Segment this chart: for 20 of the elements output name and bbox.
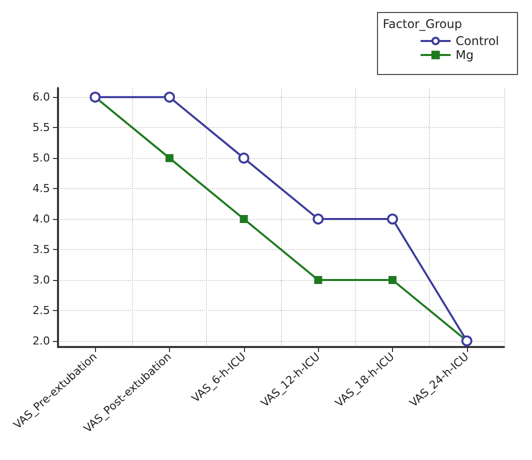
- point: [314, 276, 322, 284]
- y-tick-label: 3.0: [32, 273, 50, 286]
- y-tick-label: 2.5: [32, 304, 50, 317]
- point: [388, 276, 396, 284]
- y-tick-label: 5.0: [32, 152, 50, 165]
- point: [240, 215, 248, 224]
- legend-title: Factor_Group: [382, 17, 462, 31]
- y-tick-label: 6.0: [32, 90, 50, 104]
- y-tick-label: 2.0: [32, 334, 50, 348]
- y-tick-label: 4.0: [32, 212, 50, 226]
- point: [166, 154, 174, 162]
- point: [387, 214, 398, 225]
- legend-label: Control: [456, 34, 500, 48]
- point: [238, 152, 250, 164]
- y-tick-label: 4.5: [32, 182, 50, 196]
- y-tick-label: 5.5: [32, 121, 50, 134]
- y-tick-label: 3.5: [32, 242, 50, 256]
- point: [164, 92, 175, 103]
- point: [312, 214, 324, 225]
- legend-label: Mg: [456, 48, 474, 62]
